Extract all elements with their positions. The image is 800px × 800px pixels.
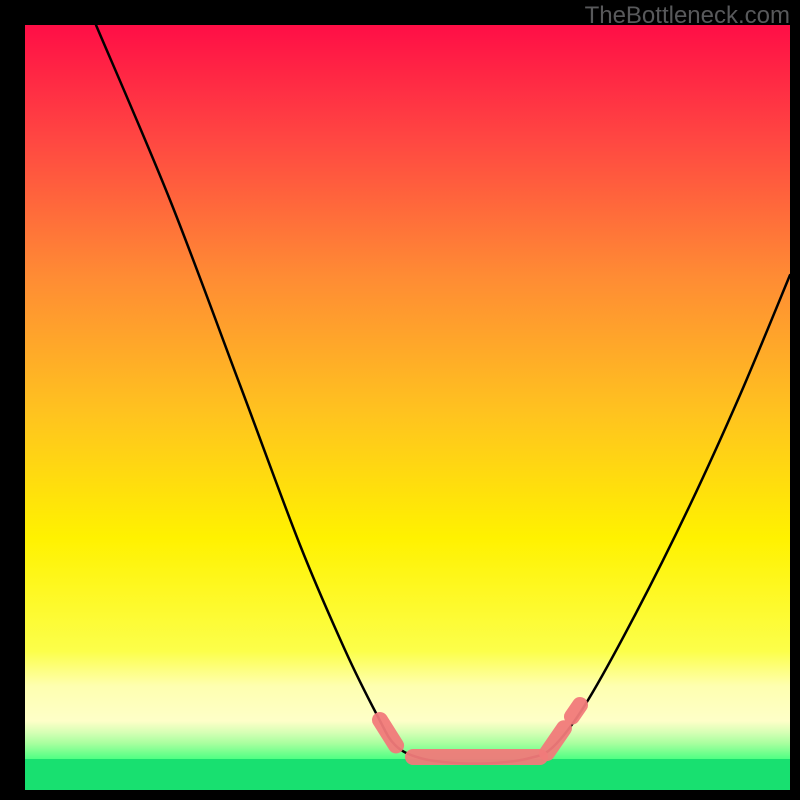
- watermark: TheBottleneck.com: [585, 2, 790, 30]
- overlay-right: [547, 705, 580, 753]
- curve-layer: [25, 25, 790, 790]
- main-curve: [96, 25, 790, 764]
- plot-area: [25, 25, 790, 790]
- overlay-left: [380, 720, 397, 747]
